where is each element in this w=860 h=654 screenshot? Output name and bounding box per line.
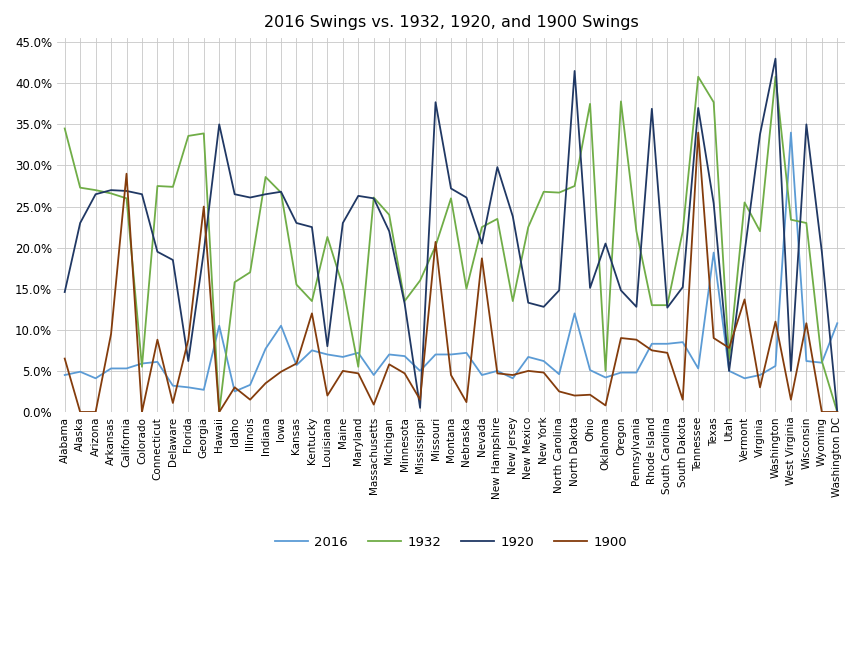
2016: [585, 366, 595, 374]
2016: [307, 347, 317, 354]
1932: [322, 233, 333, 241]
1920: [230, 190, 240, 198]
1900: [245, 396, 255, 404]
2016: [817, 359, 827, 367]
1900: [307, 309, 317, 317]
1900: [693, 129, 703, 137]
2016: [631, 369, 642, 377]
1900: [322, 392, 333, 400]
2016: [832, 319, 843, 327]
1920: [307, 223, 317, 231]
1900: [631, 336, 642, 343]
Legend: 2016, 1932, 1920, 1900: 2016, 1932, 1920, 1900: [269, 531, 633, 555]
1920: [616, 286, 626, 294]
2016: [59, 371, 70, 379]
1932: [817, 357, 827, 365]
1920: [771, 55, 781, 63]
1932: [245, 268, 255, 276]
1932: [307, 297, 317, 305]
1932: [585, 100, 595, 108]
1920: [292, 219, 302, 227]
Line: 1932: 1932: [64, 77, 838, 412]
1900: [59, 354, 70, 362]
Title: 2016 Swings vs. 1932, 1920, and 1900 Swings: 2016 Swings vs. 1932, 1920, and 1900 Swi…: [264, 15, 638, 30]
2016: [786, 129, 796, 137]
2016: [322, 351, 333, 358]
1932: [631, 228, 642, 235]
1900: [585, 391, 595, 399]
1920: [817, 248, 827, 256]
1920: [569, 67, 580, 75]
2016: [230, 388, 240, 396]
Line: 1920: 1920: [64, 59, 838, 412]
Line: 1900: 1900: [64, 133, 838, 412]
1932: [832, 408, 843, 416]
1932: [59, 124, 70, 132]
1920: [832, 408, 843, 416]
1932: [214, 408, 224, 416]
1932: [693, 73, 703, 80]
1900: [75, 408, 85, 416]
1920: [59, 288, 70, 296]
Line: 2016: 2016: [64, 133, 838, 392]
1900: [817, 408, 827, 416]
1900: [832, 408, 843, 416]
2016: [245, 381, 255, 388]
